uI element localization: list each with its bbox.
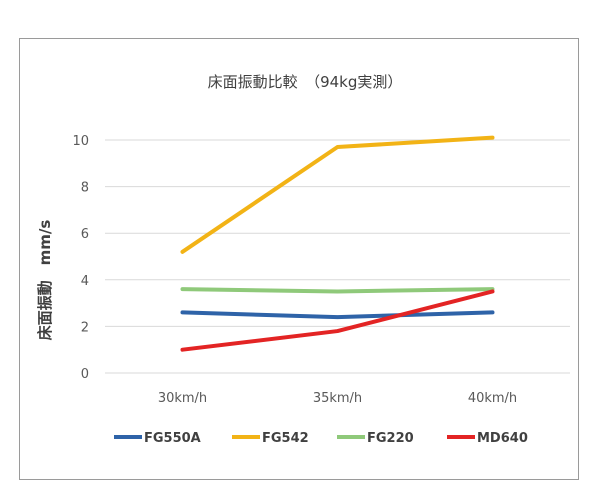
series-line-fg550a — [180, 310, 495, 320]
y-tick-labels: 0 2 4 6 8 10 — [72, 134, 89, 382]
series-line-fg542 — [180, 135, 495, 254]
series-line-md640 — [180, 289, 495, 352]
x-tick-label: 30km/h — [158, 391, 207, 406]
y-tick-label: 4 — [81, 274, 89, 289]
series-lines — [180, 135, 495, 352]
x-tick-label: 35km/h — [313, 391, 362, 406]
y-tick-label: 6 — [81, 227, 89, 242]
legend-label-md640: MD640 — [477, 431, 528, 446]
y-tick-label: 10 — [72, 134, 89, 149]
legend-label-fg542: FG542 — [262, 431, 309, 446]
y-tick-label: 2 — [81, 320, 89, 335]
y-tick-label: 0 — [81, 367, 89, 382]
legend-label-fg220: FG220 — [367, 431, 414, 446]
legend: FG550A FG542 FG220 MD640 — [114, 431, 528, 446]
gridlines — [105, 139, 570, 374]
chart-title: 床面振動比較 （94kg実測） — [208, 73, 403, 91]
chart-frame — [19, 38, 579, 480]
y-axis-label: 床面振動 mm/s — [36, 220, 54, 341]
x-tick-labels: 30km/h 35km/h 40km/h — [158, 391, 517, 406]
series-line-fg220 — [180, 287, 495, 294]
legend-label-fg550a: FG550A — [144, 431, 201, 446]
x-tick-label: 40km/h — [468, 391, 517, 406]
y-tick-label: 8 — [81, 181, 89, 196]
